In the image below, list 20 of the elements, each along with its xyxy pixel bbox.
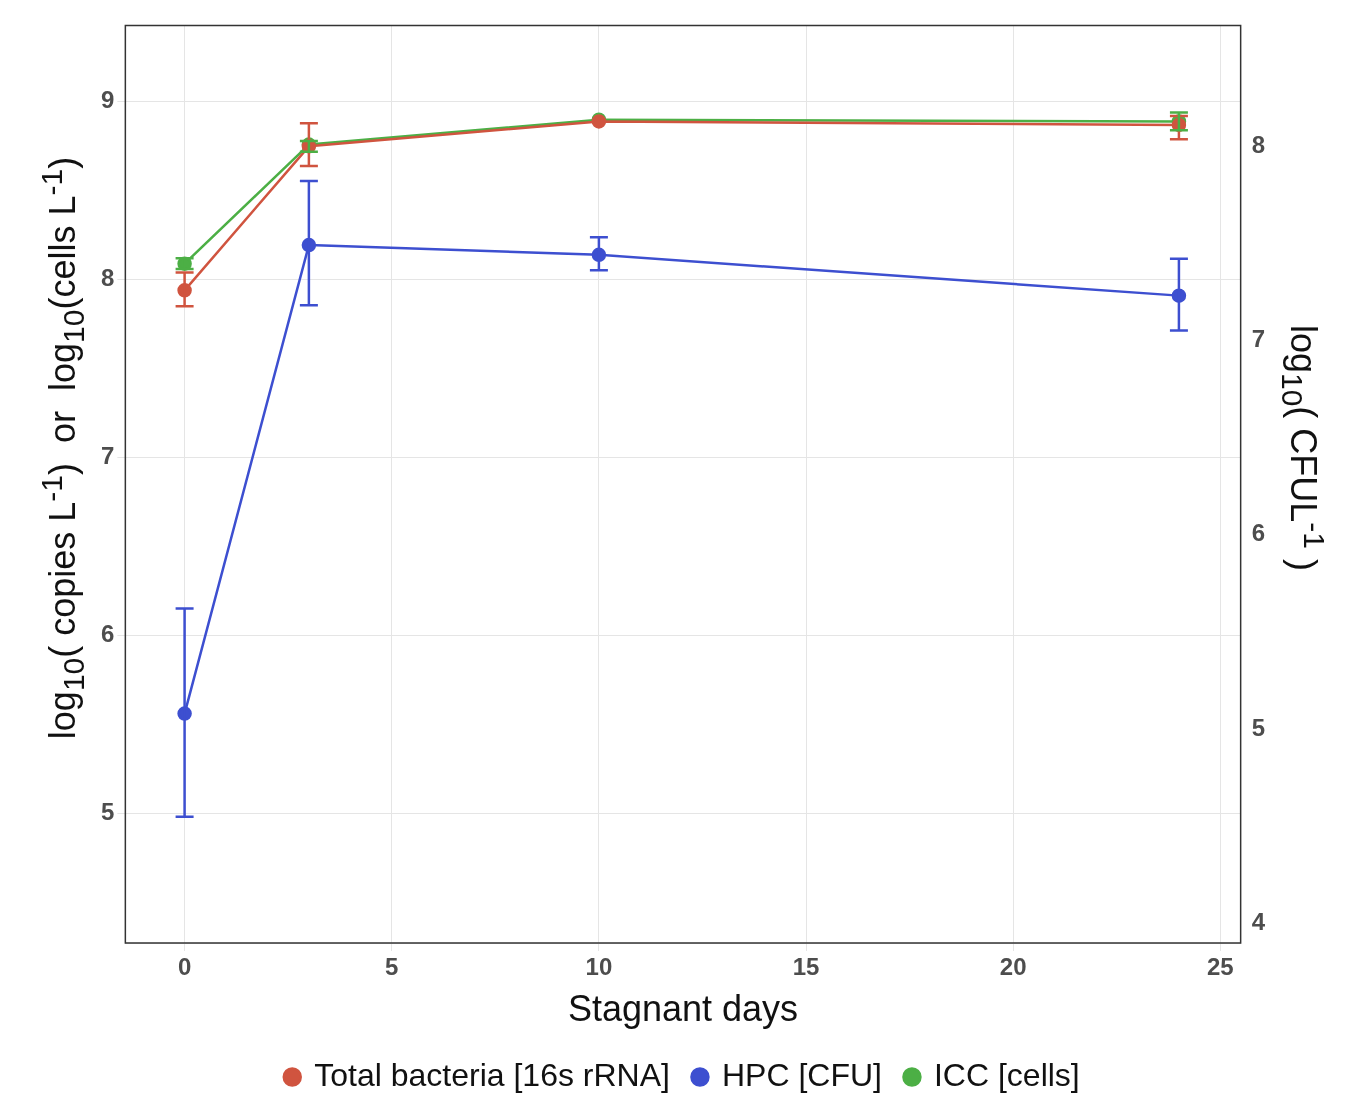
y2-tick-label: 5 [1251, 713, 1266, 741]
x-tick-label: 10 [585, 953, 613, 981]
y2-tick-label: 4 [1251, 908, 1266, 936]
y-tick-label: 7 [100, 442, 115, 470]
legend-label: HPC [CFU] [721, 1056, 882, 1093]
x-axis-title: Stagnant days [567, 988, 799, 1030]
y-tick-label: 6 [100, 619, 115, 647]
x-tick-label: 20 [999, 953, 1027, 981]
x-tick-label: 5 [385, 953, 399, 981]
y2-tick-label: 6 [1251, 519, 1266, 547]
x-tick-label: 25 [1207, 953, 1234, 981]
y2-tick-label: 8 [1251, 130, 1266, 158]
y-tick-label: 8 [100, 264, 115, 292]
legend-label: Total bacteria [16s rRNA] [314, 1056, 670, 1093]
legend-label: ICC [cells] [933, 1056, 1080, 1093]
y-tick-label: 9 [100, 86, 115, 114]
y2-tick-label: 7 [1251, 324, 1266, 352]
y-tick-label: 5 [100, 797, 115, 825]
x-tick-label: 15 [792, 953, 820, 981]
x-tick-label: 0 [177, 953, 192, 981]
